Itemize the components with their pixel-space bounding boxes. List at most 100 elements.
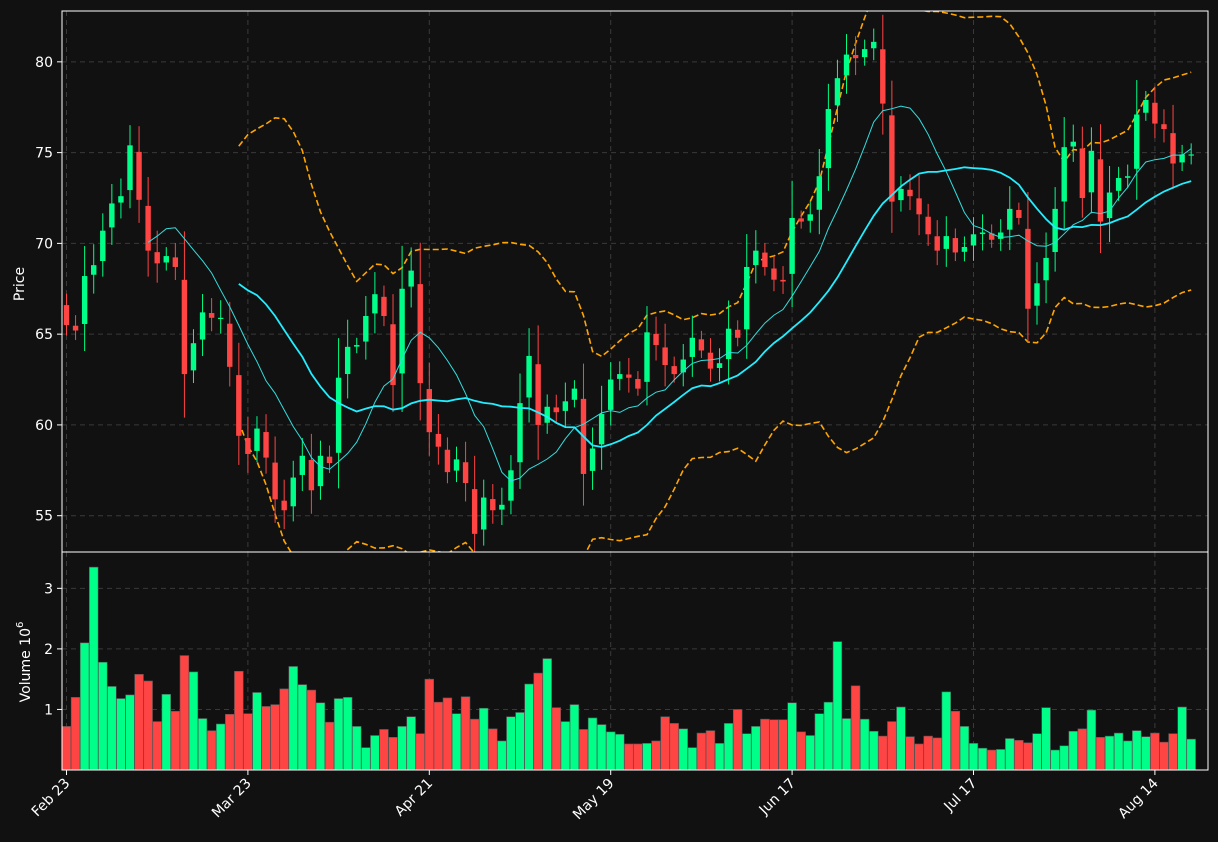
volume-bar (352, 726, 362, 770)
volume-bar (560, 721, 571, 770)
candle-body (435, 433, 442, 447)
candle-body (871, 41, 877, 49)
price-tick-label: 70 (35, 236, 53, 252)
candle-body (644, 332, 650, 382)
volume-bar (1050, 749, 1060, 770)
volume-bar (878, 735, 888, 770)
candle-body (907, 189, 913, 197)
volume-bar (460, 696, 471, 770)
volume-bar (197, 718, 208, 770)
candle-body (172, 257, 179, 267)
volume-bar (823, 701, 834, 770)
volume-bar (116, 698, 126, 770)
volume-bar (288, 666, 298, 770)
candle-body (653, 333, 659, 346)
candle-body (81, 276, 88, 324)
candle-body (1115, 178, 1122, 191)
volume-bar (1168, 733, 1178, 770)
volume-bar (705, 730, 716, 770)
volume-bar (62, 726, 72, 770)
volume-bar (406, 716, 416, 770)
volume-axis-label-scale: 10 (18, 628, 34, 650)
candle-body (308, 459, 315, 491)
volume-bar (941, 691, 951, 770)
candle-body (290, 477, 296, 507)
volume-bar (1077, 728, 1088, 770)
candle-body (227, 323, 233, 367)
volume-bar (959, 726, 970, 770)
candle-body (1052, 208, 1058, 253)
candle-body (617, 374, 623, 379)
volume-bar (769, 719, 779, 770)
candle-body (970, 234, 977, 246)
candle-body (771, 268, 777, 280)
candle-body (598, 414, 605, 445)
candle-body (1088, 150, 1095, 193)
volume-bar (206, 730, 217, 770)
candle-body (562, 401, 569, 411)
candle-body (780, 279, 786, 282)
candle-body (608, 379, 614, 410)
volume-tick-label: 2 (44, 642, 53, 658)
volume-bar (1032, 733, 1042, 770)
long-moving-average-line (238, 166, 1192, 448)
volume-bar (887, 721, 897, 770)
volume-bar (89, 566, 99, 770)
volume-bar (370, 735, 380, 770)
volume-bar (896, 706, 906, 770)
volume-bar (1159, 741, 1169, 770)
candle-body (1134, 114, 1140, 169)
candle-body (399, 288, 405, 374)
volume-bars (62, 566, 1196, 770)
candle-body (381, 296, 387, 316)
candle-body (326, 456, 333, 464)
candle-body (1016, 209, 1022, 218)
candle-body (1170, 133, 1176, 164)
volume-bar (179, 655, 190, 770)
candle-body (208, 313, 215, 318)
volume-bar (488, 728, 498, 770)
candle-body (816, 176, 823, 210)
volume-bar (1186, 738, 1196, 770)
candle-body (553, 407, 559, 413)
volume-bar (869, 730, 879, 770)
price-tick-label: 75 (35, 146, 53, 162)
volume-bar (1059, 745, 1069, 770)
volume-bar (832, 641, 843, 770)
candle-body (1188, 154, 1194, 156)
volume-bar (805, 735, 815, 770)
volume-bar (1068, 730, 1078, 770)
candle-body (72, 325, 79, 331)
candle-body (136, 151, 142, 200)
volume-axis-label: Volume 106 (15, 622, 34, 703)
volume-bar (1150, 732, 1160, 770)
candle-body (707, 352, 714, 369)
volume-bar (660, 716, 670, 770)
candle-body (181, 279, 188, 375)
volume-bar (243, 713, 253, 770)
volume-bar (324, 721, 335, 770)
volume-axis-label-text: Volume (18, 650, 34, 702)
volume-bar (306, 689, 317, 770)
volume-bar (297, 684, 308, 770)
candle-body (671, 366, 677, 375)
volume-bar (841, 718, 852, 770)
volume-bar (261, 706, 271, 770)
volume-bar (642, 743, 652, 770)
candle-body (725, 328, 732, 360)
candle-body (1025, 228, 1031, 309)
volume-bar (932, 737, 942, 770)
volume-bar (678, 728, 688, 770)
volume-bar (1141, 736, 1151, 770)
candle-body (1061, 147, 1067, 202)
volume-bar (234, 670, 244, 770)
candle-body (834, 78, 841, 106)
volume-bar (333, 698, 344, 770)
candle-body (481, 497, 487, 530)
volume-bar (687, 747, 698, 770)
candle-body (426, 389, 432, 433)
volume-bar (814, 713, 825, 770)
volume-bar (270, 704, 280, 770)
candle-body (544, 406, 550, 423)
